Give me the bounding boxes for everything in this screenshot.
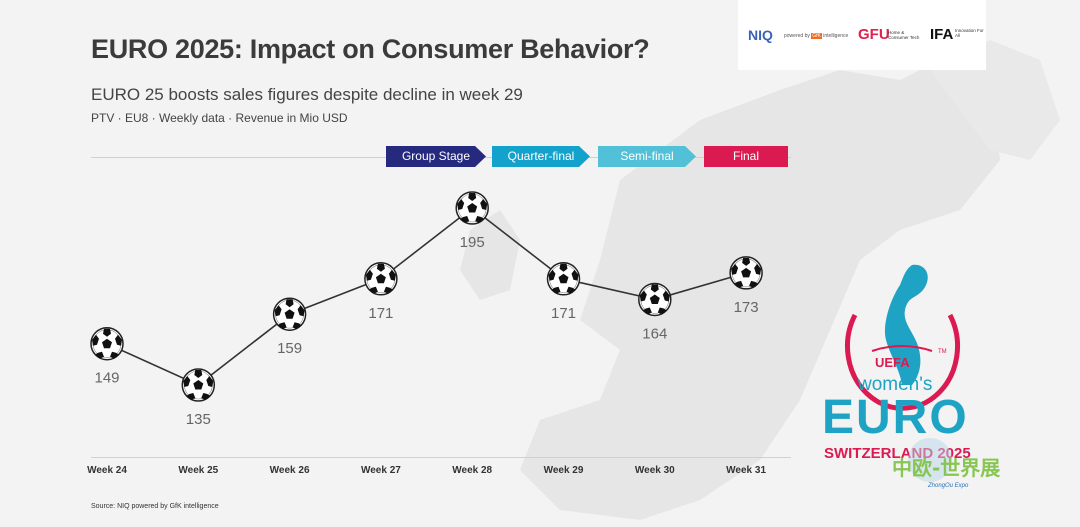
powered-by-text: powered by: [784, 33, 810, 39]
x-tick-label: Week 31: [726, 465, 767, 476]
logo-player-figure: [884, 264, 928, 385]
stage-final: Final: [704, 146, 788, 167]
data-label: 171: [368, 305, 393, 322]
gfk-logo: GfK: [811, 33, 822, 39]
x-tick-label: Week 24: [87, 465, 127, 476]
soccer-ball-marker: [638, 282, 672, 317]
soccer-ball-marker: [272, 297, 307, 331]
soccer-ball-marker: [364, 262, 398, 296]
data-label: 173: [734, 299, 759, 316]
logo-red-ring: [845, 313, 960, 411]
sponsor-logos: NIQ powered by GfK intelligence GFU Home…: [738, 0, 986, 70]
watermark-cn: 中欧-世界展会: [892, 456, 1000, 480]
data-label: 159: [277, 340, 302, 357]
data-label: 149: [94, 370, 119, 387]
data-label: 135: [186, 411, 211, 428]
soccer-ball-marker: [455, 191, 489, 225]
x-tick-label: Week 25: [178, 465, 219, 476]
x-tick-label: Week 26: [269, 465, 310, 476]
watermark-globe-icon: [908, 438, 952, 482]
intelligence-text: intelligence: [823, 33, 849, 39]
soccer-ball-marker: [729, 256, 763, 290]
tm-mark: TM: [938, 349, 947, 355]
source-note: Source: NIQ powered by GfK intelligence: [91, 503, 219, 510]
soccer-ball-marker: [546, 262, 581, 296]
niq-logo: NIQ: [748, 27, 773, 43]
gfu-logo: GFU: [858, 26, 890, 43]
womens-text: women's: [857, 374, 932, 395]
series-line-segment: [380, 207, 473, 280]
x-tick-label: Week 30: [634, 465, 675, 476]
x-tick-label: Week 28: [452, 465, 493, 476]
x-tick-label: Week 29: [543, 465, 584, 476]
stage-group-stage: Group Stage: [386, 146, 486, 167]
data-label: 164: [642, 325, 667, 342]
watermark-en: ZhongOu Expo: [927, 483, 969, 489]
stage-quarter-final: Quarter-final: [492, 146, 590, 167]
series-line-segment: [197, 313, 291, 386]
soccer-ball-marker: [181, 368, 216, 402]
series-line-segment: [471, 207, 564, 280]
powered-by-gfk: powered by GfK intelligence: [784, 33, 848, 39]
ifa-subtitle: Innovation For All: [955, 28, 984, 38]
x-axis-line: [91, 457, 791, 458]
data-label: 171: [551, 305, 576, 322]
gfu-subtitle: Home & Consumer Tech: [888, 30, 920, 40]
stage-semi-final: Semi-final: [598, 146, 696, 167]
chart-subtitle: EURO 25 boosts sales figures despite dec…: [91, 85, 523, 104]
ifa-logo: IFA: [930, 26, 954, 43]
soccer-ball-marker: [90, 326, 124, 361]
x-tick-label: Week 27: [360, 465, 401, 476]
data-label: 195: [460, 234, 485, 251]
page-title: EURO 2025: Impact on Consumer Behavior?: [91, 34, 650, 64]
uefa-text: UEFA: [875, 355, 910, 370]
uefa-womens-euro-logo: UEFA TM women's EURO SWITZERLAND 2025 中欧…: [822, 264, 1000, 489]
euro-text: EURO: [822, 391, 969, 444]
chart-meta: PTV · EU8 · Weekly data · Revenue in Mio…: [91, 111, 348, 125]
